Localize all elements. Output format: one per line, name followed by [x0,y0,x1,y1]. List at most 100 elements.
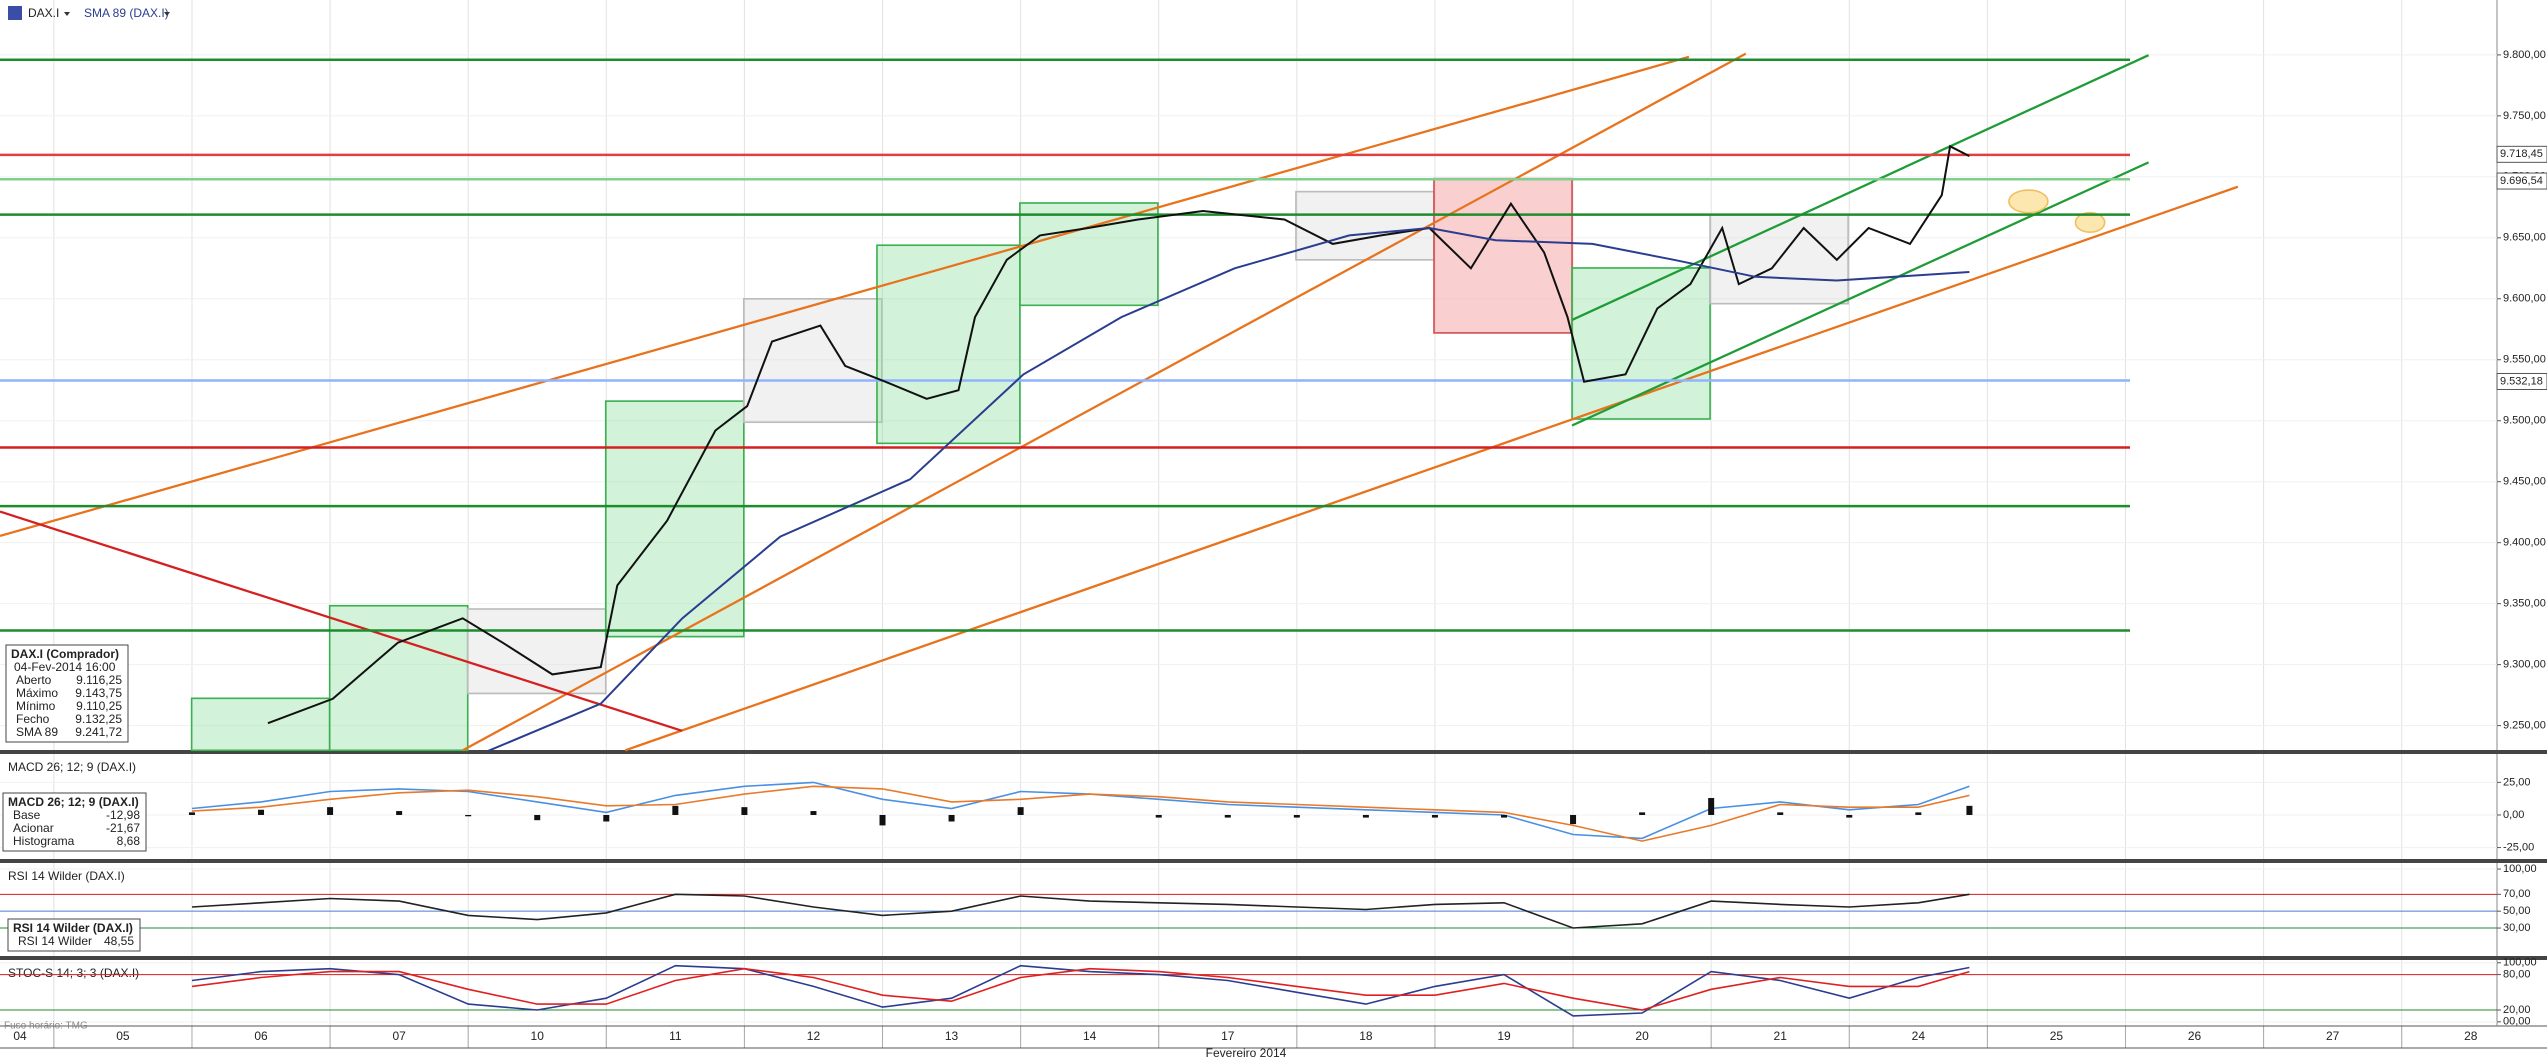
zone [604,400,745,638]
zone [190,697,331,752]
x-tick-label: 10 [531,1029,545,1043]
x-tick-label: 27 [2326,1029,2340,1043]
histogram-bar [396,811,403,815]
price-label: 9.718,45 [2500,148,2543,160]
pane-title: MACD 26; 12; 9 (DAX.I) [8,760,136,774]
histogram-bar [1966,805,1973,815]
histogram-bar [258,809,265,815]
info-box [2,792,147,852]
info-value: -12,98 [106,808,140,822]
indicator[interactable]: SMA 89 (DAX.I) [84,6,169,20]
info-title: MACD 26; 12; 9 (DAX.I) [8,795,139,809]
histogram-bar [879,814,886,826]
info-key: Mínimo [16,699,56,713]
histogram-bar [1570,814,1577,825]
info-title: RSI 14 Wilder (DAX.I) [13,921,133,935]
zone [328,604,469,752]
info-box [5,644,129,743]
info-title: DAX.I (Comprador) [11,647,119,661]
y-tick-label: -25,00 [2503,841,2534,853]
histogram-bar [1777,812,1784,815]
pane-separator [0,859,2547,863]
info-key: SMA 89 [16,725,58,739]
zone [1019,202,1159,307]
y-tick-label: 9.250,00 [2503,720,2546,732]
x-tick-label: 06 [254,1029,268,1043]
dropdown-arrow[interactable] [64,12,70,16]
info-value: 9.132,25 [75,712,122,726]
price-label-box [2496,145,2547,163]
zone [1295,190,1435,261]
price-label-box [2496,372,2547,390]
histogram-bar [1293,814,1300,818]
symbol[interactable]: DAX.I [28,6,59,20]
y-tick-label: 00,00 [2503,1016,2531,1028]
series-line [487,226,1970,753]
info-key: Fecho [16,712,50,726]
info-value: 9.143,75 [75,686,122,700]
info-value: 9.241,72 [75,725,122,739]
info-key: Aberto [16,673,52,687]
y-tick-label: 9.300,00 [2503,659,2546,671]
info-boxes: DAX.I (Comprador)04-Fev-2014 16:00Aberto… [2,644,147,952]
series-line [267,144,1970,725]
symbol-icon [8,6,22,20]
info-key: Histograma [13,834,75,848]
y-tick-label: 25,00 [2503,776,2531,788]
pane-title: RSI 14 Wilder (DAX.I) [8,869,125,883]
price-label-box [2496,172,2547,190]
histogram-bar [1155,814,1162,818]
histogram-bar [810,811,817,815]
histogram-bar [534,814,541,821]
y-tick-label: 9.650,00 [2503,232,2546,244]
histogram-bar [603,814,610,822]
price-label: 9.696,54 [2500,175,2543,187]
histogram-bar [327,807,334,815]
trend-line [0,510,683,732]
zone [1433,177,1573,334]
price-label: 9.532,18 [2500,375,2543,387]
series-line [191,785,1970,842]
y-tick-label: 20,00 [2503,1004,2531,1016]
x-tick-label: 19 [1497,1029,1511,1043]
pane-separator [0,956,2547,960]
x-tick-label: 14 [1083,1029,1097,1043]
info-value: 48,55 [104,934,134,948]
trend-line [624,185,2239,752]
x-tick-label: 28 [2464,1029,2478,1043]
y-tick-label: 70,00 [2503,888,2531,900]
y-tick-label: 100,00 [2503,957,2537,969]
info-key: Base [13,808,41,822]
histogram-bar [465,814,472,817]
y-tick-label: 9.800,00 [2503,49,2546,61]
histogram-bar [672,805,679,815]
y-tick-label: 9.400,00 [2503,537,2546,549]
y-tick-label: 30,00 [2503,922,2531,934]
y-tick-label: 80,00 [2503,968,2531,980]
histogram-bar [1846,814,1853,818]
info-value: 9.116,25 [76,673,122,687]
y-tick-label: 9.600,00 [2503,293,2546,305]
dropdown-arrow[interactable] [164,12,170,16]
pane-title: STOC-S 14; 3; 3 (DAX.I) [8,966,139,980]
y-tick-label: 0,00 [2503,809,2524,821]
histogram-bar [1362,814,1369,818]
timezone: Fuso horário: TMG [4,1021,88,1032]
pane-separator [0,750,2547,754]
y-tick-label: 9.750,00 [2503,110,2546,122]
info-date: 04-Fev-2014 16:00 [14,660,116,674]
x-tick-label: 25 [2050,1029,2064,1043]
histogram-bar [1501,814,1508,818]
histogram-bar [1017,807,1024,815]
header: DAX.I SMA 89 (DAX.I) Fuso horário: TMG [4,6,170,1032]
series-line [191,893,1970,929]
info-value: 9.110,25 [76,699,122,713]
x-tick-label: 07 [392,1029,406,1043]
zone [466,608,607,695]
info-value: -21,67 [106,821,140,835]
x-tick-label: 13 [945,1029,959,1043]
histogram-bar [1915,812,1922,815]
histogram-bar [741,807,748,815]
